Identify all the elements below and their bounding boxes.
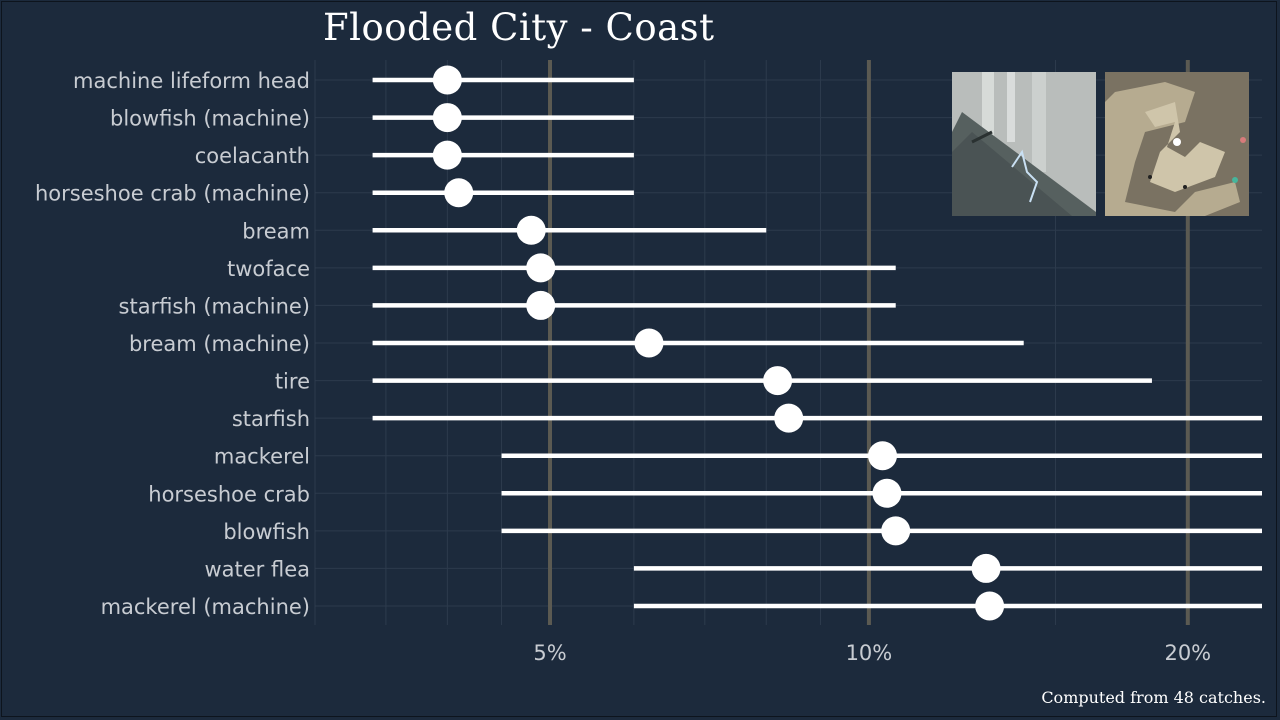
x-tick-label: 10% bbox=[846, 641, 893, 665]
interval-layer bbox=[372, 77, 1262, 609]
chart-caption: Computed from 48 catches. bbox=[1041, 688, 1266, 707]
category-label: water flea bbox=[204, 557, 310, 581]
point-layer bbox=[432, 65, 1005, 621]
category-label: horseshoe crab (machine) bbox=[35, 182, 310, 206]
category-label: blowfish bbox=[223, 520, 310, 544]
category-label: horseshoe crab bbox=[148, 482, 310, 506]
category-label-layer: machine lifeform head blowfish (machine) c… bbox=[35, 69, 310, 619]
estimate-point bbox=[432, 103, 462, 133]
x-tick-layer: 5% 10% 20% bbox=[533, 641, 1211, 665]
estimate-point bbox=[881, 516, 911, 546]
category-label: mackerel bbox=[214, 445, 310, 469]
estimate-point bbox=[526, 253, 556, 283]
estimate-point bbox=[971, 553, 1001, 583]
chart-title: Flooded City - Coast bbox=[323, 6, 715, 49]
x-tick-label: 5% bbox=[533, 641, 566, 665]
category-label: blowfish (machine) bbox=[110, 107, 310, 131]
category-label: mackerel (machine) bbox=[101, 595, 310, 619]
minimap-image bbox=[1105, 72, 1249, 216]
estimate-point bbox=[868, 441, 898, 471]
estimate-point bbox=[432, 140, 462, 170]
category-label: bream (machine) bbox=[129, 332, 310, 356]
category-label: starfish bbox=[232, 407, 310, 431]
estimate-point bbox=[975, 591, 1005, 621]
estimate-point bbox=[634, 328, 664, 358]
estimate-point bbox=[516, 215, 546, 245]
estimate-point bbox=[872, 478, 902, 508]
category-label: machine lifeform head bbox=[73, 69, 310, 93]
category-label: twoface bbox=[227, 257, 310, 281]
estimate-point bbox=[444, 178, 474, 208]
estimate-point bbox=[526, 290, 556, 320]
category-label: starfish (machine) bbox=[119, 294, 310, 318]
estimate-point bbox=[774, 403, 804, 433]
category-label: tire bbox=[275, 370, 310, 394]
estimate-point bbox=[432, 65, 462, 95]
category-label: bream bbox=[242, 219, 310, 243]
category-label: coelacanth bbox=[195, 144, 310, 168]
location-screenshot-image bbox=[952, 72, 1096, 216]
x-tick-label: 20% bbox=[1164, 641, 1211, 665]
estimate-point bbox=[763, 366, 793, 396]
